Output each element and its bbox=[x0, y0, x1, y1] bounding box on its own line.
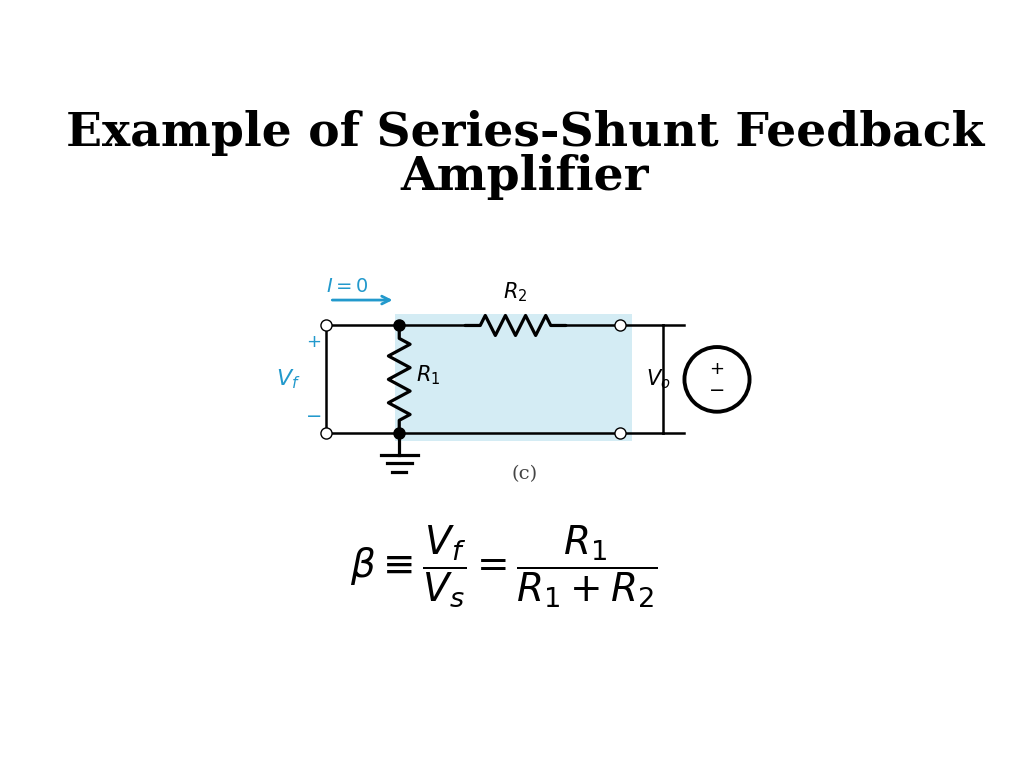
Text: $V_o$: $V_o$ bbox=[646, 368, 671, 391]
Bar bbox=[395, 314, 632, 441]
Text: $R_2$: $R_2$ bbox=[504, 280, 527, 304]
Text: Amplifier: Amplifier bbox=[400, 154, 649, 200]
Text: $\beta \equiv \dfrac{V_f}{V_s} = \dfrac{R_1}{R_1 + R_2}$: $\beta \equiv \dfrac{V_f}{V_s} = \dfrac{… bbox=[350, 524, 657, 610]
Text: Example of Series-Shunt Feedback: Example of Series-Shunt Feedback bbox=[66, 110, 984, 156]
Text: −: − bbox=[709, 382, 725, 400]
Text: +: + bbox=[306, 333, 322, 352]
Text: +: + bbox=[710, 359, 725, 378]
Text: $R_1$: $R_1$ bbox=[417, 364, 440, 387]
Text: $I = 0$: $I = 0$ bbox=[326, 278, 369, 296]
Text: $V_f$: $V_f$ bbox=[276, 368, 301, 391]
Text: −: − bbox=[306, 407, 323, 425]
Text: (c): (c) bbox=[512, 465, 538, 483]
